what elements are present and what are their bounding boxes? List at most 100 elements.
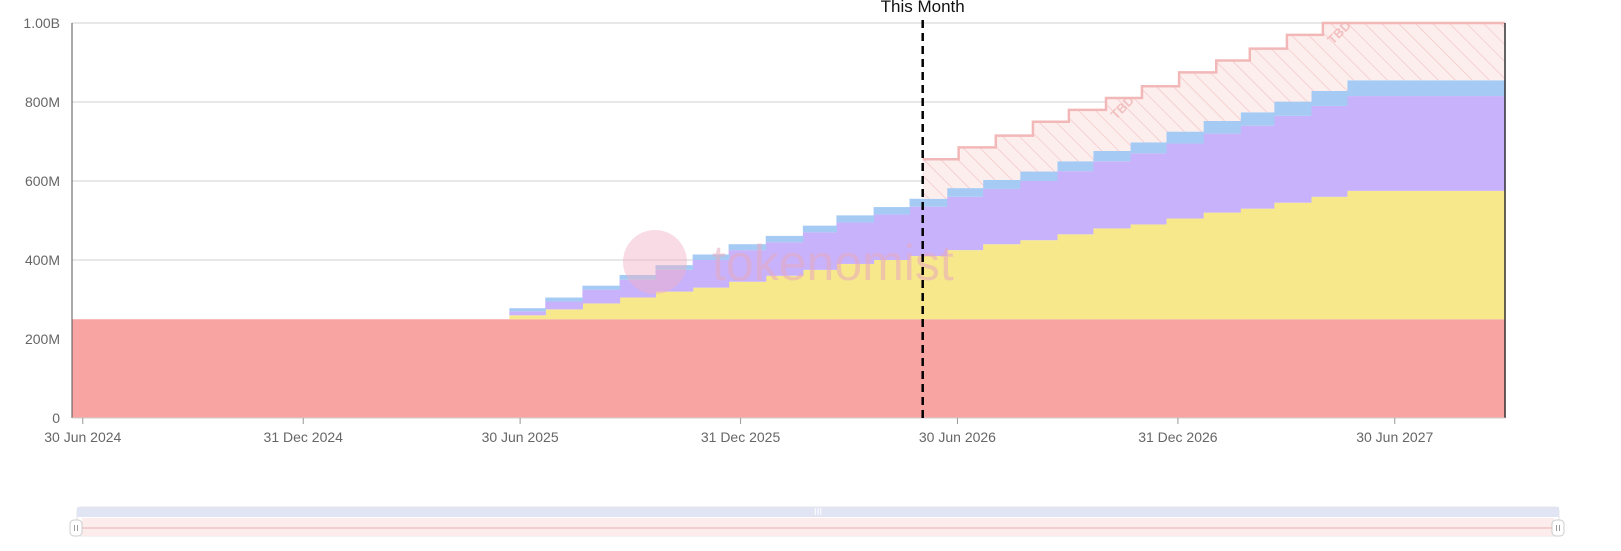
series-step-segment (873, 319, 911, 418)
range-slider[interactable]: III (69, 506, 1565, 537)
series-step-segment (1129, 153, 1167, 225)
series-step-segment (1056, 234, 1094, 320)
range-slider-right-handle[interactable] (1551, 519, 1565, 537)
tbd-hatch-segment (1249, 48, 1275, 113)
tbd-hatch-segment (1273, 48, 1288, 102)
tbd-hatch-segment (1056, 121, 1070, 162)
series-0 (72, 319, 1506, 418)
tbd-hatch-segment (1322, 23, 1348, 91)
series-step-segment (1019, 171, 1058, 181)
series-step-segment (582, 285, 621, 290)
series-step-segment (1129, 142, 1167, 154)
series-step-segment (1092, 319, 1131, 418)
x-tick-label: 31 Dec 2024 (264, 429, 344, 445)
series-step-segment (1203, 120, 1241, 134)
series-step-segment (982, 319, 1021, 418)
series-step-segment (1203, 133, 1241, 213)
x-tick-label: 30 Jun 2026 (919, 429, 996, 445)
tbd-hatch-segment (922, 159, 948, 199)
range-slider-left-handle[interactable] (69, 519, 83, 537)
series-2 (509, 96, 1506, 316)
series-step-segment (1240, 112, 1275, 126)
series-step-segment (692, 319, 730, 418)
series-step-segment (692, 287, 730, 320)
range-slider-selection-bar (77, 507, 1559, 517)
series-step-segment (873, 207, 911, 215)
series-step-segment (582, 303, 621, 320)
series-step-segment (545, 319, 584, 418)
series-step-segment (1240, 319, 1275, 418)
series-step-segment (1092, 161, 1131, 229)
series-step-segment (836, 215, 875, 223)
axis-layer: 0 200M 400M 600M 800M 1.00B 30 Jun 2024 31 Dec … (23, 15, 1506, 445)
series-step-segment (509, 319, 546, 418)
this-month-marker-label: This Month (881, 0, 965, 16)
series-3 (509, 80, 1506, 312)
series-step-segment (1165, 143, 1204, 219)
series-step-segment (655, 319, 694, 418)
watermark-text: tokenomist (712, 235, 954, 291)
series-step-segment (765, 319, 804, 418)
series-step-segment (1310, 105, 1348, 197)
range-slider-mini-area (82, 518, 1554, 536)
series-step-segment (1019, 240, 1058, 320)
series-step-segment (619, 279, 657, 298)
series-step-segment (1240, 208, 1275, 320)
series-step-segment (509, 315, 546, 320)
series-step-segment (1273, 115, 1312, 203)
tbd-hatch-segment (1179, 72, 1204, 132)
series-step-segment (728, 319, 767, 418)
series-step-segment (836, 263, 875, 320)
series-step-segment (909, 198, 948, 207)
series-step-segment (1165, 131, 1204, 144)
y-tick-label: 400M (25, 252, 60, 268)
tbd-hatch-segment (1032, 121, 1058, 172)
series-step-segment (946, 196, 984, 251)
series-step-segment (545, 297, 584, 302)
x-tick-label: 30 Jun 2025 (482, 429, 559, 445)
series-step-segment (765, 235, 804, 243)
tbd-hatch-segment (958, 147, 984, 189)
tbd-hatch-segment (1141, 86, 1167, 143)
series-step-segment (1019, 181, 1058, 241)
series-step-segment (765, 242, 804, 276)
series-step-segment (909, 256, 948, 320)
watermark-layer: tokenomist (623, 230, 954, 294)
series-step-segment (619, 297, 657, 320)
tbd-hatch-segment (1092, 109, 1107, 151)
series-step-segment (946, 319, 984, 418)
series-step-segment (765, 275, 804, 320)
tbd-hatch-segment (1129, 98, 1143, 143)
range-slider-grip-icon: III (814, 507, 822, 518)
series-step-segment (509, 308, 546, 312)
tbd-hatch-segment (1216, 60, 1241, 121)
series-step-segment (1203, 319, 1241, 418)
series-step-segment (1346, 319, 1506, 418)
series-step-segment (655, 265, 694, 270)
tbd-hatch-segment (1203, 72, 1217, 121)
tbd-hatch-segment (1286, 34, 1312, 102)
tbd-hatch-segment (1310, 34, 1324, 91)
series-step-segment (1056, 171, 1094, 235)
series-step-segment (1056, 161, 1094, 172)
series-step-segment (802, 319, 838, 418)
series-step-segment (1273, 101, 1312, 116)
tbd-outline (922, 21, 1505, 161)
series-step-segment (802, 232, 838, 270)
series-step-segment (982, 244, 1021, 320)
series-step-segment (873, 214, 911, 260)
series-step-segment (728, 250, 767, 282)
tbd-hatch-segment (1019, 135, 1034, 172)
series-step-segment (1092, 150, 1131, 162)
series-1 (509, 190, 1506, 320)
series-step-segment (655, 269, 694, 292)
series-step-segment (802, 225, 838, 233)
x-tick-label: 30 Jun 2024 (44, 429, 121, 445)
y-tick-label: 800M (25, 94, 60, 110)
series-step-segment (1310, 196, 1348, 320)
series-step-segment (509, 311, 546, 316)
series-step-segment (1273, 319, 1312, 418)
